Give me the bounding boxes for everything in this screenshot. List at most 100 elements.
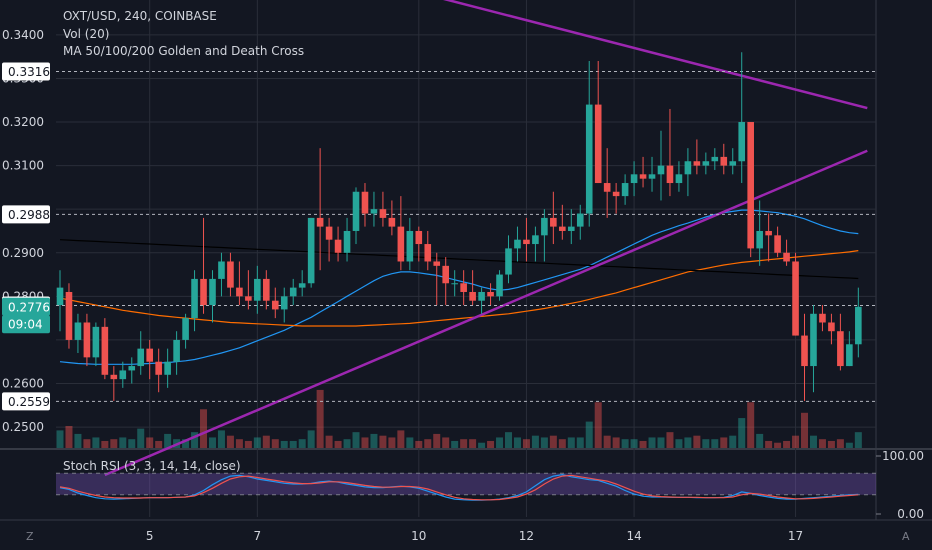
candle-body — [792, 261, 799, 336]
volume-bar — [827, 440, 835, 448]
candle-body — [191, 278, 198, 319]
trendline — [104, 149, 868, 477]
volume-bar — [415, 440, 423, 448]
candle-body — [200, 278, 207, 306]
price-label-badge — [2, 62, 50, 81]
volume-bar — [370, 433, 378, 448]
volume-bar — [774, 442, 782, 448]
candle-body — [675, 174, 683, 184]
price-label-text: 0.2559 — [8, 395, 50, 409]
volume-bar — [316, 389, 324, 448]
stoch-band — [56, 473, 876, 495]
candle-body — [227, 261, 234, 288]
x-tick-label: 14 — [626, 529, 641, 543]
volume-bar — [343, 439, 351, 448]
candle-body — [263, 278, 270, 301]
volume-bar — [845, 442, 853, 448]
volume-bar — [164, 433, 172, 448]
volume-bar — [208, 437, 216, 448]
candle-body — [173, 339, 180, 362]
candle-body — [280, 296, 288, 310]
candle-body — [585, 104, 593, 214]
candle-body — [406, 230, 414, 262]
volume-bar — [244, 440, 252, 448]
volume-bar — [720, 437, 728, 448]
corner-right-label: A — [902, 530, 910, 543]
candle-body — [523, 239, 530, 245]
candle-body — [370, 209, 378, 214]
candle-body — [819, 313, 826, 323]
price-label-text: 09:04 — [8, 318, 43, 332]
candle-body — [505, 248, 512, 275]
volume-bar — [469, 439, 477, 448]
candle-body — [837, 331, 844, 367]
candle-body — [352, 191, 360, 231]
candle-body — [218, 261, 225, 279]
candle-body — [343, 230, 351, 253]
price-label-text: 0.2776 — [8, 300, 50, 314]
candle-body — [388, 217, 396, 227]
volume-bar — [262, 435, 270, 448]
candle-body — [747, 122, 754, 249]
volume-bar — [433, 433, 441, 448]
y-tick-label: 0.2500 — [2, 420, 44, 434]
volume-bar — [684, 437, 692, 448]
candle-body — [119, 370, 127, 380]
candle-body — [110, 374, 118, 380]
candle-body — [621, 183, 629, 197]
volume-bar — [621, 439, 629, 448]
volume-bar — [648, 437, 656, 448]
candle-body — [648, 174, 656, 179]
candle-body — [567, 226, 575, 231]
candle-body — [550, 217, 557, 227]
x-tick-label: 17 — [788, 529, 803, 543]
volume-bar — [388, 437, 396, 448]
volume-bar — [693, 435, 701, 448]
volume-bar — [406, 437, 414, 448]
volume-bar — [379, 435, 387, 448]
volume-bar — [65, 426, 73, 448]
candle-body — [496, 274, 503, 297]
candle-body — [128, 366, 136, 371]
candle-body — [101, 326, 109, 375]
candle-body — [361, 191, 369, 214]
candle-body — [810, 313, 817, 367]
candle-body — [460, 283, 467, 292]
volume-bar — [765, 440, 773, 448]
candle-body — [657, 165, 665, 175]
volume-bar — [155, 440, 163, 448]
volume-bar — [478, 442, 486, 448]
ma-line — [59, 239, 859, 280]
volume-bar — [280, 440, 288, 448]
candle-body — [684, 161, 692, 175]
volume-bar — [747, 402, 755, 448]
candle-body — [559, 226, 566, 231]
volume-bar — [585, 421, 593, 448]
candle-body — [487, 291, 494, 297]
candle-body — [639, 174, 647, 179]
legend-ma: MA 50/100/200 Golden and Death Cross — [63, 44, 305, 58]
stoch-rsi-legend: Stoch RSI (3, 3, 14, 14, close) — [63, 459, 241, 473]
volume-bar — [182, 439, 190, 448]
y-tick-label: 0.2900 — [2, 246, 44, 260]
candle-body — [146, 348, 153, 362]
volume-bar — [567, 437, 575, 448]
x-tick-label: 10 — [411, 529, 426, 543]
candle-body — [729, 161, 737, 166]
volume-bar — [854, 432, 862, 448]
volume-bar — [522, 439, 530, 448]
candle-body — [83, 322, 91, 358]
candle-body — [846, 344, 853, 367]
price-label-badge — [2, 205, 50, 224]
x-tick-label: 12 — [519, 529, 534, 543]
candle-body — [801, 335, 808, 367]
candle-body — [74, 322, 82, 340]
candle-body — [65, 291, 73, 340]
candle-body — [442, 265, 450, 284]
volume-bar — [558, 439, 566, 448]
candle-body — [594, 104, 602, 184]
trendline — [442, 0, 868, 110]
volume-bar — [271, 439, 279, 448]
volume-bar — [217, 430, 225, 448]
